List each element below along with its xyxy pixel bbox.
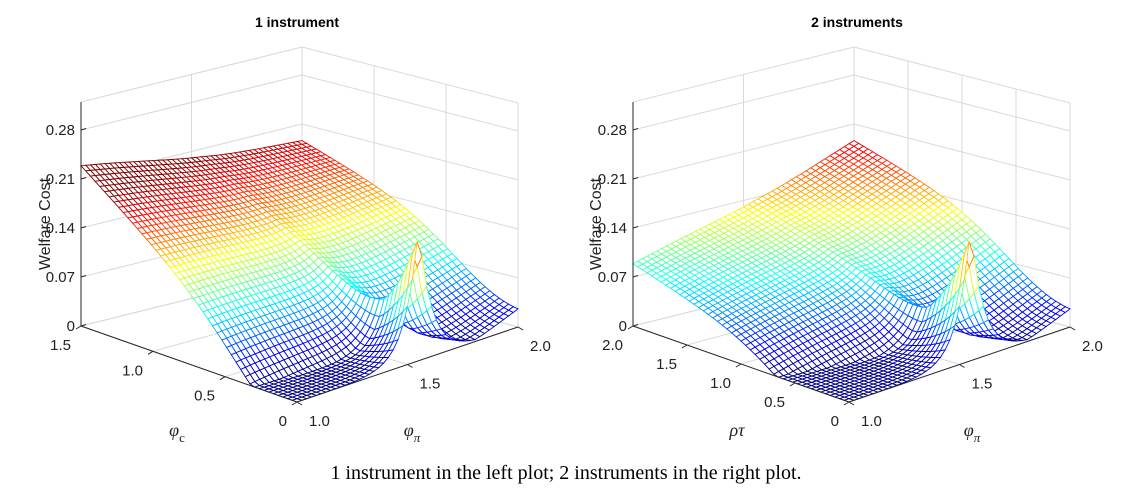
z-tick-label: 0.28 <box>46 122 75 139</box>
x-tick-mark <box>959 364 965 368</box>
x-tick-mark <box>296 401 303 406</box>
x-tick-mark <box>407 364 413 368</box>
x-tick-mark <box>1069 326 1076 331</box>
y-tick-label: 0 <box>831 413 839 430</box>
left-y-axis-label: φc <box>169 420 185 445</box>
z-tick-label: 0.14 <box>46 220 75 237</box>
y-tick-label: 1.0 <box>122 362 143 379</box>
y-tick-mark <box>789 382 796 387</box>
x-tick-label: 1.0 <box>309 413 330 430</box>
y-tick-label: 0.5 <box>764 394 785 411</box>
x-tick-label: 2.0 <box>530 338 551 355</box>
grid-line <box>301 123 519 181</box>
z-tick-label: 0.21 <box>46 171 75 188</box>
y-tick-mark <box>681 344 688 349</box>
grid-line <box>301 46 519 104</box>
y-tick-mark <box>843 401 850 406</box>
y-tick-mark <box>291 401 298 406</box>
z-tick-label: 0 <box>67 318 75 335</box>
y-tick-label: 2.0 <box>602 337 623 354</box>
y-tick-mark <box>219 376 226 381</box>
y-tick-label: 1.5 <box>656 356 677 373</box>
right-z-axis-label: Welfare Cost <box>588 177 605 270</box>
figure-caption: 1 instrument in the left plot; 2 instrum… <box>330 462 801 484</box>
z-tick-label: 0.07 <box>598 269 627 286</box>
x-tick-mark <box>517 326 524 331</box>
left-plot: 1 instrument 00.070.140.210.281.01.52.00… <box>37 14 551 445</box>
right-surface <box>632 140 1071 403</box>
y-tick-label: 1.5 <box>50 337 71 354</box>
right-y-axis-label: ρτ <box>728 420 745 440</box>
z-tick-mark <box>80 128 87 131</box>
z-tick-label: 0 <box>619 318 627 335</box>
left-surface <box>80 140 519 403</box>
right-plot-title: 2 instruments <box>811 14 903 30</box>
z-tick-label: 0.28 <box>598 122 627 139</box>
left-ticks: 0 0.07 0.14 0.21 0.28 1.0 1.5 2.0 0 0.5 1.0 1.5 <box>46 102 551 430</box>
left-x-axis-label: φπ <box>404 420 421 445</box>
y-tick-mark <box>75 325 82 330</box>
right-x-axis-label: φπ <box>964 420 981 445</box>
x-tick-label: 1.5 <box>420 376 441 393</box>
x-tick-label: 1.0 <box>861 413 882 430</box>
y-tick-mark <box>627 325 634 330</box>
right-plot: 2 instruments 00.070.140.210.281.01.52.0… <box>588 14 1103 445</box>
y-axis-line <box>80 325 298 403</box>
y-tick-mark <box>147 350 154 355</box>
z-tick-mark <box>80 324 87 327</box>
z-tick-mark <box>80 226 87 229</box>
left-z-axis-label: Welfare Cost <box>37 177 54 270</box>
z-tick-mark <box>80 275 87 278</box>
y-tick-mark <box>735 363 742 368</box>
y-tick-label: 0 <box>279 413 287 430</box>
x-tick-label: 1.5 <box>972 376 993 393</box>
x-tick-label: 2.0 <box>1082 338 1103 355</box>
z-tick-label: 0.07 <box>46 269 75 286</box>
left-plot-title: 1 instrument <box>255 14 339 30</box>
z-tick-mark <box>80 177 87 180</box>
grid-line <box>301 74 519 132</box>
x-tick-mark <box>848 401 855 406</box>
y-tick-label: 1.0 <box>710 375 731 392</box>
y-tick-label: 0.5 <box>194 388 215 405</box>
